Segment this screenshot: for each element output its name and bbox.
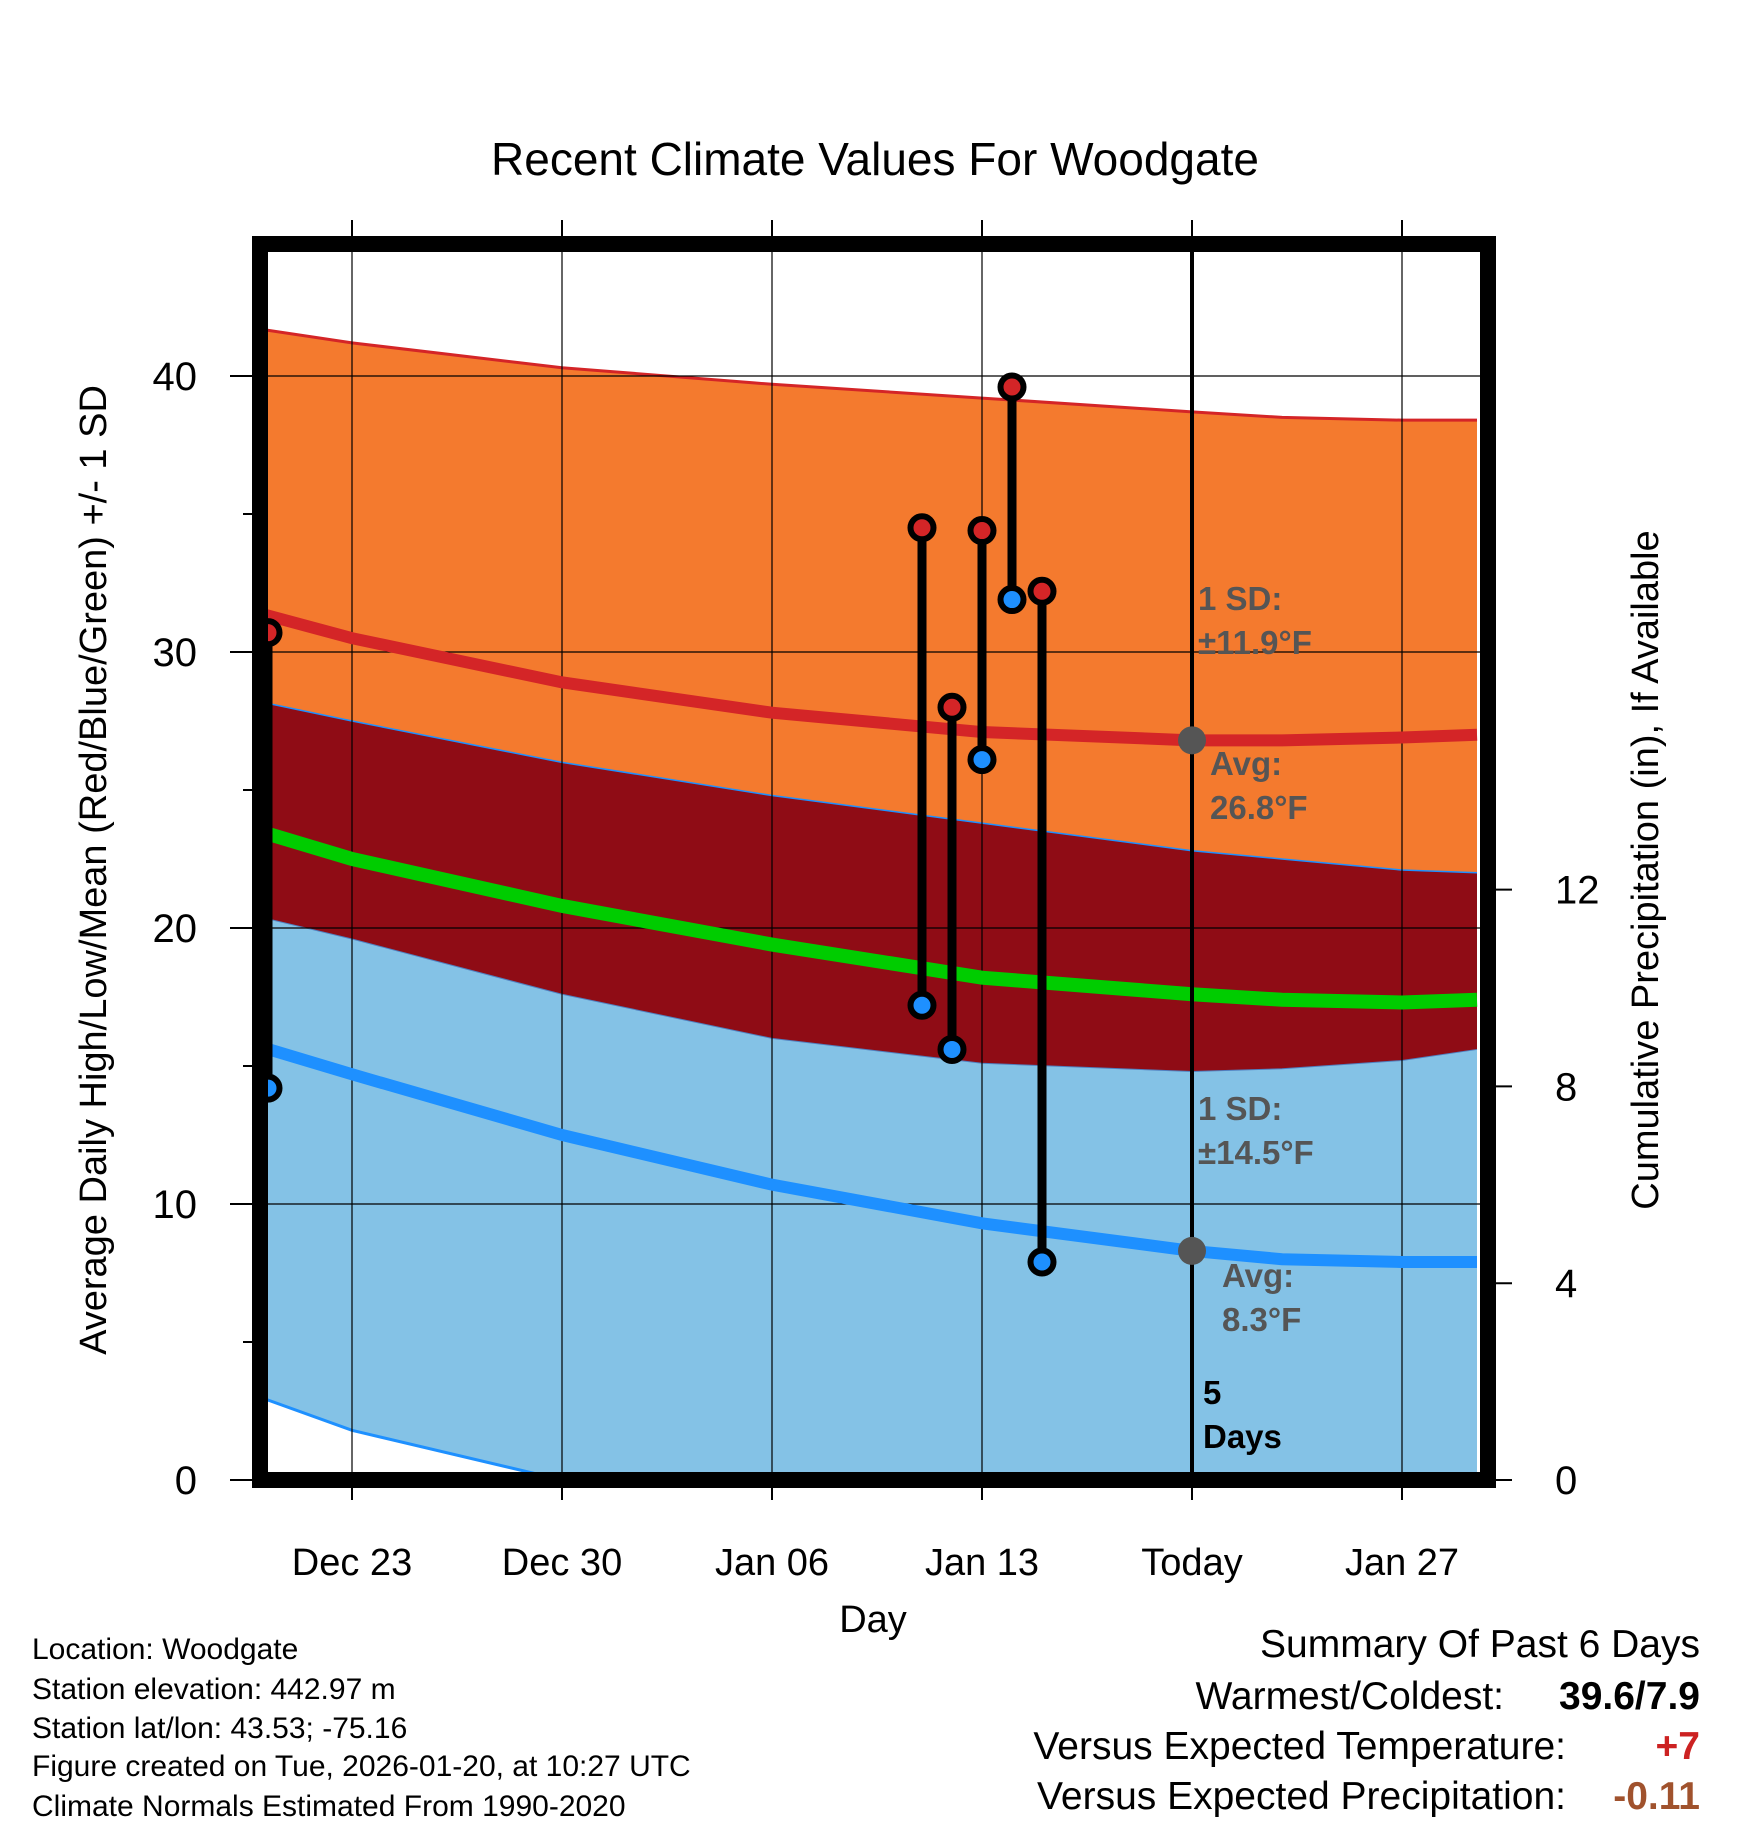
high-sd-annotation-line: 1 SD: [1198,580,1282,617]
avg-low-line [260,1040,1477,1268]
observed-low-point [937,1034,967,1064]
precip-vs-expected-value: -0.11 [1613,1775,1700,1818]
x-tick-label: Today [1141,1542,1242,1584]
low-avg-annotation-line: 8.3°F [1222,1301,1301,1338]
observed-low-point [997,585,1027,615]
y2-tick-label: 4 [1555,1262,1577,1306]
station-elevation: Station elevation: 442.97 m [32,1673,396,1706]
y-axis-label: Average Daily High/Low/Mean (Red/Blue/Gr… [73,385,115,1355]
observed-high-point [937,692,967,722]
y2-axis-label: Cumulative Precipitation (in), If Availa… [1625,530,1667,1209]
plot-frame [252,236,1496,1488]
low-avg-annotation-line: Avg: [1222,1257,1294,1294]
climate-normals-source: Climate Normals Estimated From 1990-2020 [32,1790,626,1823]
x-tick-label: Jan 27 [1345,1542,1459,1584]
y-tick-label: 0 [175,1459,197,1503]
overlap-sd-band [260,701,1477,1072]
observed-high-point [967,516,997,546]
today-avg-high-marker [1178,726,1206,755]
observed-low-point [907,990,937,1020]
days-annotation: 5 Days [1203,1374,1282,1455]
high-sd-annotation-line: ±11.9°F [1198,624,1312,661]
temp-vs-expected-label: Versus Expected Temperature: [1033,1725,1566,1768]
high-avg-annotation-line: 26.8°F [1210,789,1308,826]
today-avg-low-marker [1178,1236,1206,1265]
y2-tick-label: 0 [1555,1459,1577,1503]
x-tick-label: Dec 30 [502,1542,622,1584]
y-tick-label: 30 [153,631,198,675]
avg-mean-line [260,824,1478,1010]
observed-low-point [967,745,997,775]
observed-high-point [907,513,937,543]
y-tick-label: 40 [153,355,198,399]
figure-created: Figure created on Tue, 2026-01-20, at 10… [32,1750,691,1783]
x-tick-label: Jan 13 [925,1542,1039,1584]
low-sd-annotation-line: 1 SD: [1198,1090,1282,1127]
high-avg-annotation: Avg: 26.8°F [1210,745,1308,826]
station-latlon: Station lat/lon: 43.53; -75.16 [32,1712,408,1745]
low-sd-annotation: 1 SD: ±14.5°F [1198,1090,1314,1171]
x-axis-label: Day [839,1599,907,1641]
y2-tick-label: 8 [1555,1065,1577,1109]
high-sd-annotation: 1 SD: ±11.9°F [1198,580,1312,661]
precip-vs-expected-label: Versus Expected Precipitation: [1037,1775,1566,1818]
summary-title: Summary Of Past 6 Days [1260,1623,1700,1666]
y-tick-label: 20 [153,907,198,951]
low-sd-annotation-line: ±14.5°F [1198,1134,1314,1171]
x-tick-label: Dec 23 [292,1542,412,1584]
bands-group [260,244,1488,1480]
observed-high-point [997,372,1027,402]
warmest-coldest-label: Warmest/Coldest: [1195,1675,1504,1718]
observed-low-point [1027,1247,1057,1277]
chart-title: Recent Climate Values For Woodgate [491,133,1259,185]
days-annotation-line: 5 [1203,1374,1221,1411]
observed-high-point [1027,576,1057,606]
y2-tick-label: 12 [1555,869,1600,913]
high-avg-annotation-line: Avg: [1210,745,1282,782]
low-sd-lower-line [260,1395,1477,1480]
days-annotation-line: Days [1203,1418,1282,1455]
x-tick-label: Jan 06 [715,1542,829,1584]
plot-area: 1 SD: ±11.9°F Avg: 26.8°F 1 SD: ±14.5°F Avg: 8.… [153,220,1600,1584]
y-tick-label: 10 [153,1183,198,1227]
station-location: Location: Woodgate [32,1633,299,1666]
low-avg-annotation: Avg: 8.3°F [1222,1257,1301,1338]
temp-vs-expected-value: +7 [1655,1725,1700,1768]
warmest-coldest-value: 39.6/7.9 [1559,1675,1700,1718]
